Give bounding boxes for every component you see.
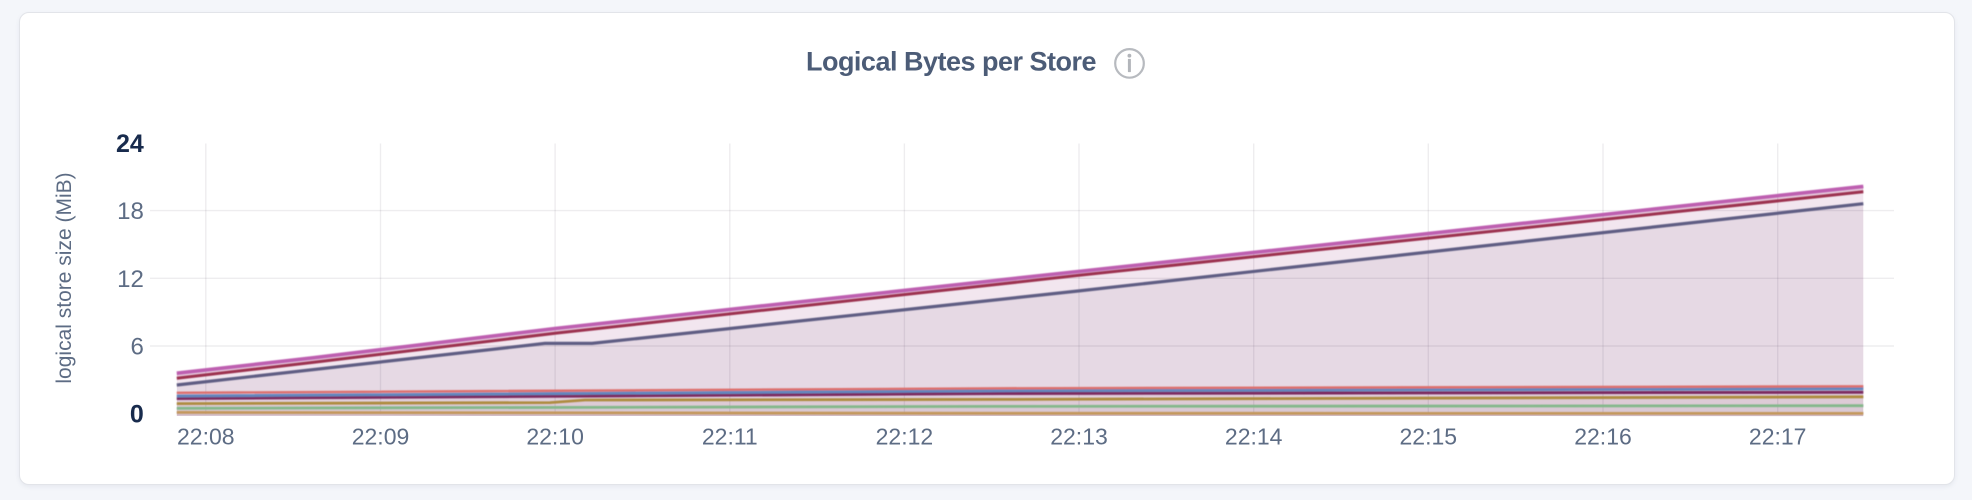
svg-text:24: 24	[116, 130, 144, 158]
svg-text:6: 6	[130, 334, 143, 361]
svg-text:22:10: 22:10	[526, 423, 584, 449]
svg-text:22:11: 22:11	[702, 423, 758, 449]
svg-text:22:12: 22:12	[876, 423, 934, 449]
svg-text:22:17: 22:17	[1749, 423, 1807, 449]
svg-text:22:14: 22:14	[1225, 423, 1283, 449]
svg-text:22:16: 22:16	[1574, 423, 1632, 449]
svg-text:logical store size (MiB): logical store size (MiB)	[53, 172, 76, 383]
svg-text:18: 18	[117, 198, 144, 225]
svg-text:22:13: 22:13	[1050, 423, 1108, 449]
svg-text:0: 0	[130, 401, 144, 429]
svg-text:22:09: 22:09	[352, 423, 410, 449]
svg-text:22:08: 22:08	[177, 423, 235, 449]
svg-text:22:15: 22:15	[1400, 423, 1458, 449]
svg-text:12: 12	[117, 266, 144, 293]
svg-text:Logical Bytes per Store: Logical Bytes per Store	[806, 46, 1097, 76]
